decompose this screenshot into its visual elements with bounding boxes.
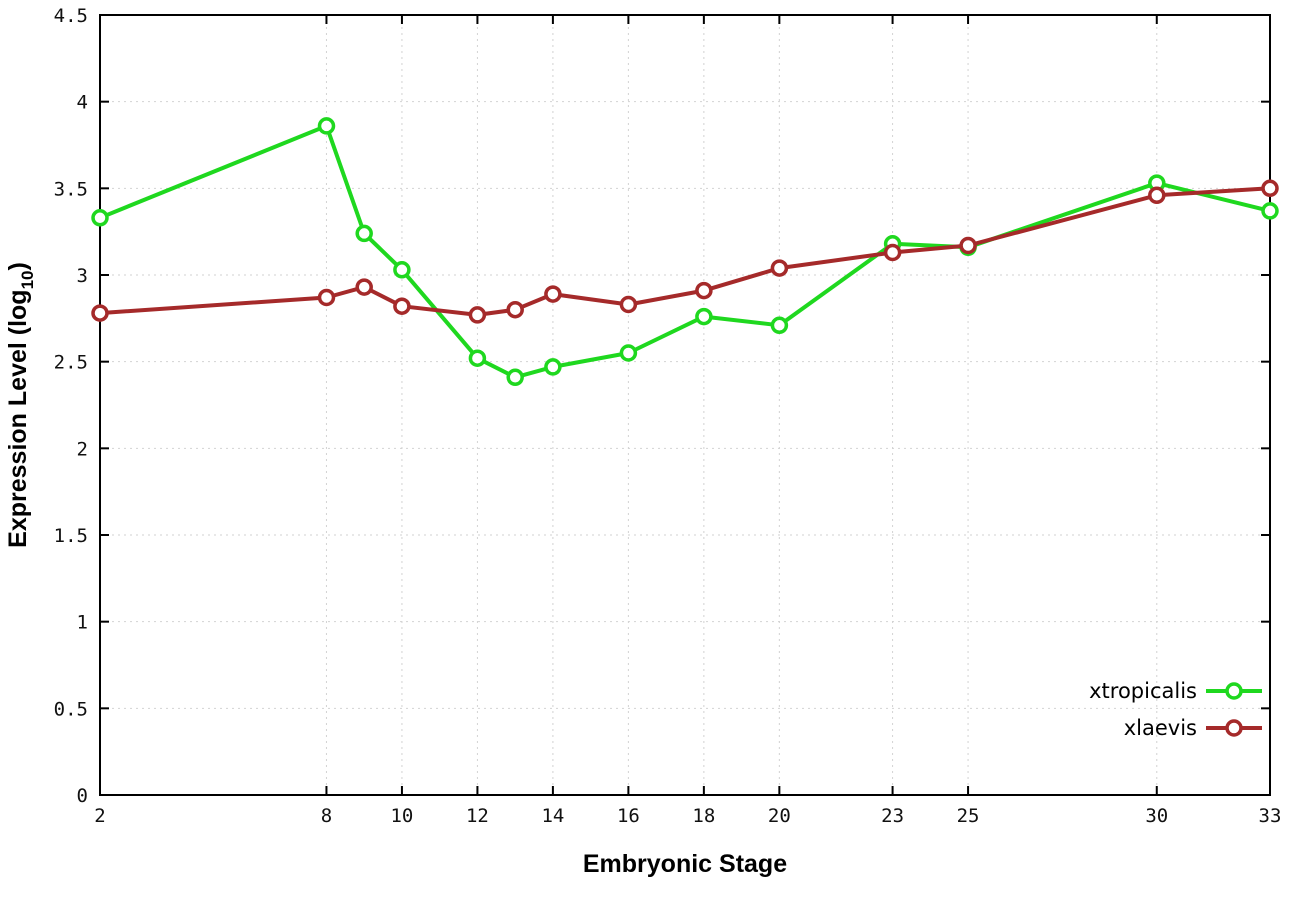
data-point-xtropicalis (91, 209, 109, 227)
data-point-xlaevis (1261, 179, 1279, 198)
x-tick-label: 12 (466, 805, 489, 827)
x-tick-label: 18 (692, 805, 715, 827)
legend-sample-marker-xtropicalis (1225, 682, 1243, 700)
plot-area: 2 8 10 12 14 16 18 20 23 25 30 33 0 0.5 1 1.5 2 2.5 3 3.5 4 4… (54, 5, 1282, 827)
data-point-xlaevis (544, 285, 562, 303)
y-tick-label: 1 (77, 612, 88, 634)
y-axis-title-post: ) (4, 262, 32, 270)
plot-border (99, 14, 1271, 796)
legend-sample-marker-xlaevis (1225, 719, 1243, 737)
x-tick-label: 30 (1145, 805, 1168, 827)
x-tick-label: 2 (94, 805, 105, 827)
y-tick-label: 0 (77, 785, 88, 807)
y-axis-title-pre: Expression Level (log (4, 289, 32, 547)
data-point-xlaevis (393, 297, 411, 315)
y-axis-title: Expression Level (log10) (4, 262, 37, 548)
data-point-xlaevis (506, 300, 524, 319)
x-tick-label: 25 (957, 805, 980, 827)
y-tick-label: 2 (77, 438, 88, 460)
data-point-xlaevis (619, 295, 638, 314)
data-point-xlaevis (883, 243, 902, 262)
series-line-xtropicalis (98, 123, 1272, 380)
data-point-xtropicalis (770, 316, 789, 335)
y-axis-title-subscript: 10 (18, 270, 37, 289)
data-point-xlaevis (695, 281, 713, 300)
series-line-xlaevis (98, 186, 1272, 317)
data-point-xtropicalis (544, 358, 562, 376)
y-tick-label: 4 (77, 92, 88, 114)
x-tick-label: 14 (541, 805, 564, 827)
legend-samples (1206, 682, 1262, 737)
y-tick-label: 4.5 (54, 5, 88, 27)
data-point-xlaevis (770, 259, 789, 277)
legend-label-xtropicalis: xtropicalis (1089, 679, 1197, 703)
y-tick-label: 3.5 (54, 178, 88, 200)
data-point-xlaevis (317, 288, 336, 307)
y-tick-label: 0.5 (54, 698, 88, 720)
data-point-xtropicalis (317, 117, 336, 135)
legend-label-xlaevis: xlaevis (1124, 716, 1197, 740)
x-tick-label: 8 (321, 805, 332, 827)
x-tick-label: 20 (768, 805, 791, 827)
x-tick-label: 33 (1259, 805, 1282, 827)
y-tick-label: 3 (77, 265, 88, 287)
legend: xtropicalis xlaevis (1089, 679, 1262, 740)
x-tick-label: 16 (617, 805, 640, 827)
data-point-xtropicalis (1261, 202, 1279, 220)
data-point-xlaevis (468, 306, 487, 324)
data-point-xlaevis (91, 304, 109, 322)
data-point-xlaevis (1148, 186, 1166, 205)
data-point-xtropicalis (393, 261, 411, 279)
x-axis-title: Embryonic Stage (583, 850, 787, 878)
y-tick-label: 1.5 (54, 525, 88, 547)
data-point-xtropicalis (506, 368, 524, 387)
data-point-xtropicalis (695, 307, 713, 326)
x-tick-label: 23 (881, 805, 904, 827)
data-point-xtropicalis (619, 344, 638, 362)
x-tick-label: 10 (390, 805, 413, 827)
data-point-xlaevis (959, 236, 977, 255)
data-point-xtropicalis (468, 349, 487, 367)
data-point-xlaevis (355, 278, 373, 296)
y-tick-label: 2.5 (54, 352, 88, 374)
data-point-xtropicalis (355, 224, 373, 243)
